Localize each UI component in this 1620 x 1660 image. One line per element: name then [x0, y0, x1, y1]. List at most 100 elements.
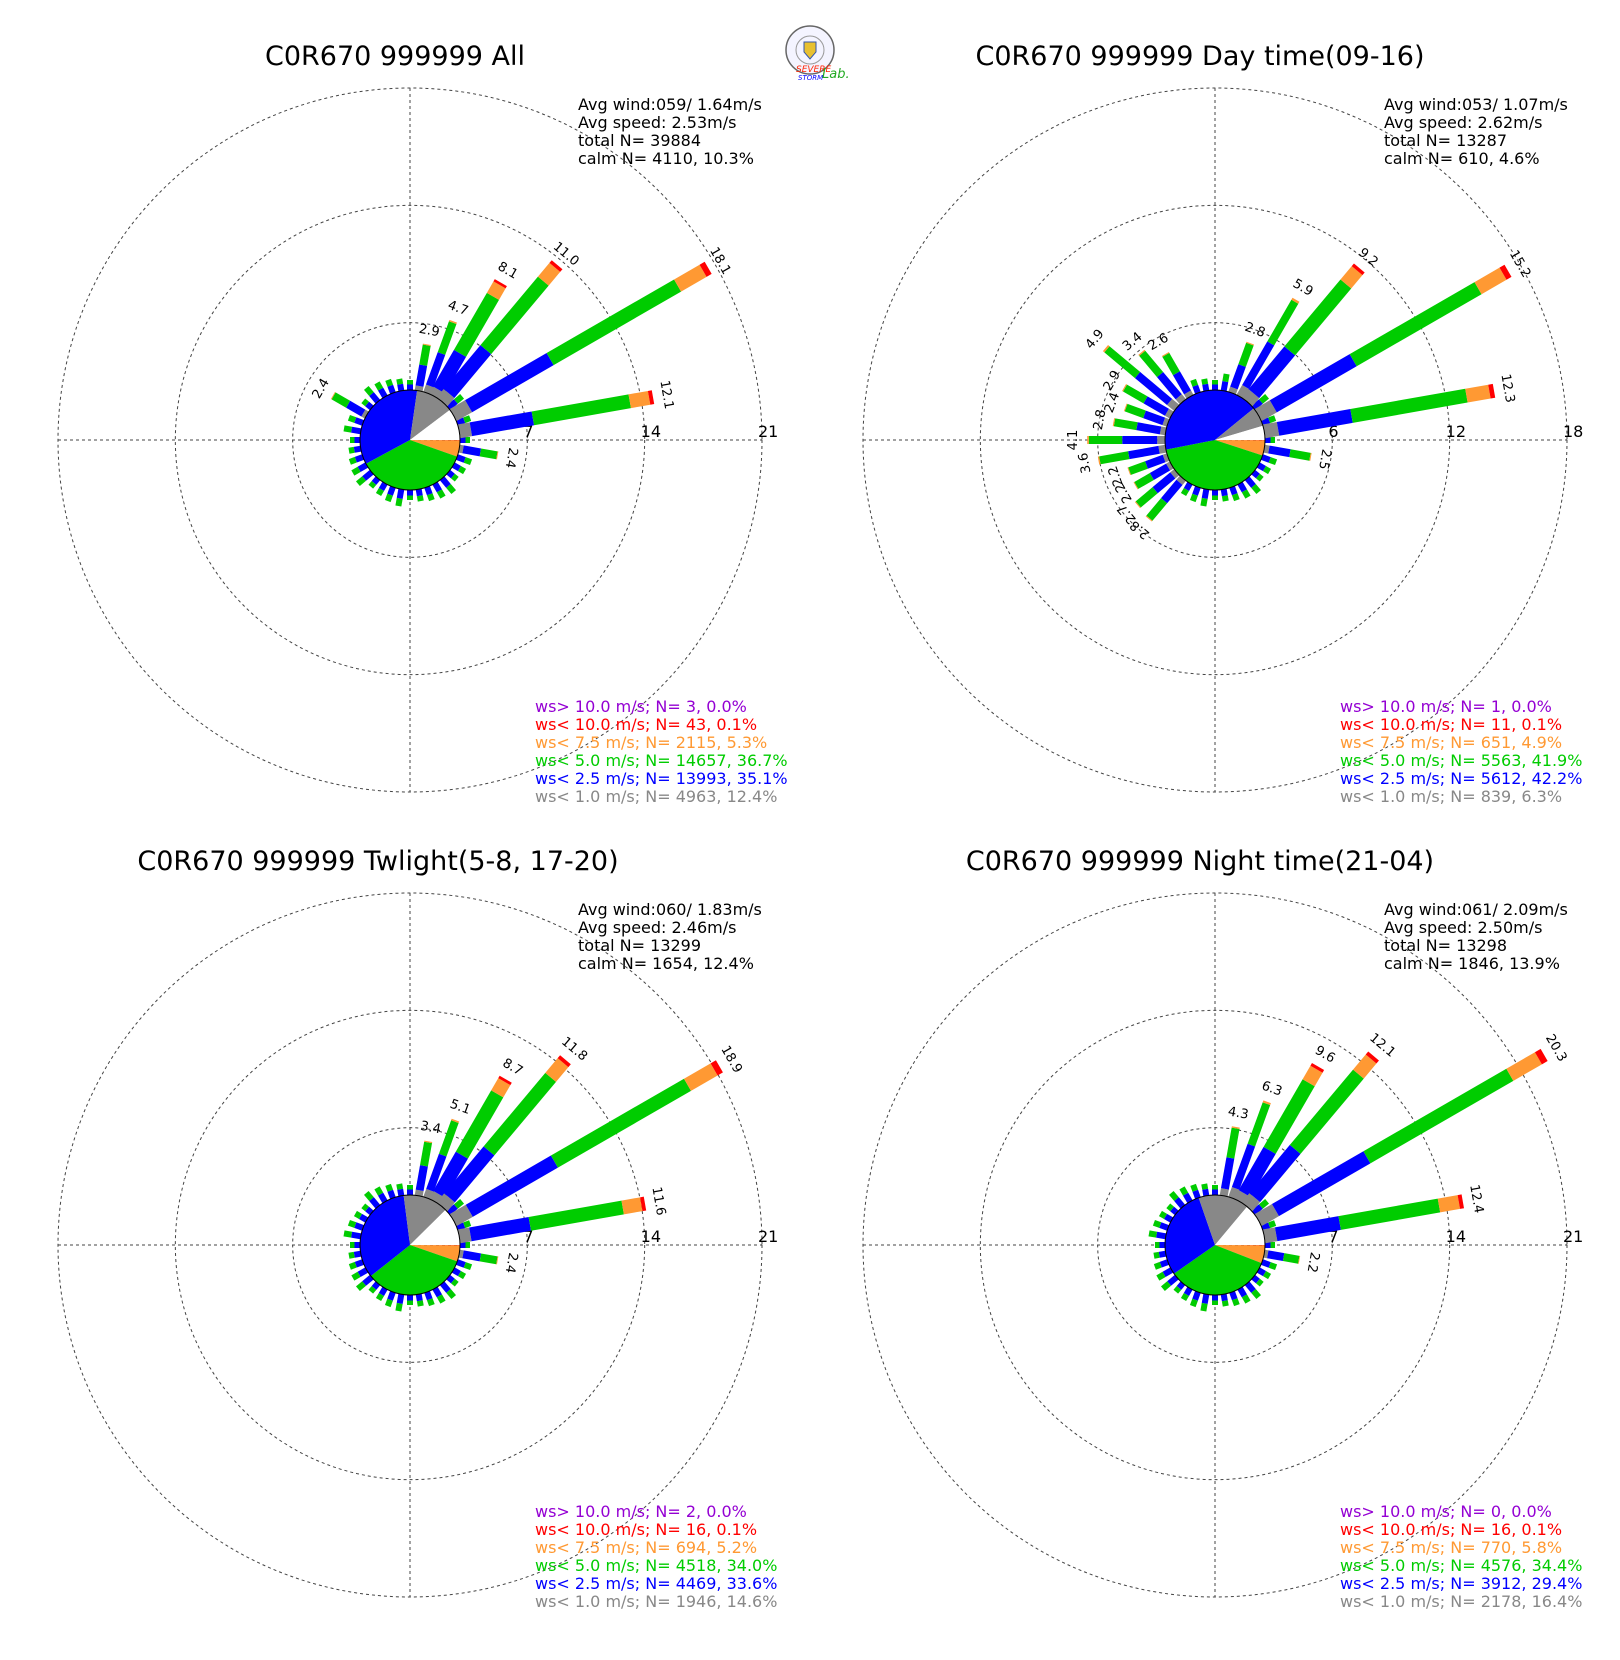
minor-bar-inner: [446, 1274, 455, 1284]
wind-bar-segment: [1228, 1187, 1240, 1200]
wind-bar-segment: [432, 349, 467, 394]
wind-bar-segment: [1136, 422, 1162, 435]
minor-bar-inner: [365, 1206, 374, 1216]
wind-bar-segment: [1263, 1079, 1315, 1154]
bar-value-label: 2.4: [502, 1251, 520, 1274]
wind-bar-segment: [1465, 384, 1491, 403]
wind-bar-segment: [1474, 267, 1507, 295]
wind-bar-segment: [1310, 1063, 1325, 1073]
wind-bar-segment: [1289, 1069, 1364, 1154]
panel-day-time: 6 12 18 C0R670 999999 Day time(09-16) Avg wi…: [862, 41, 1583, 806]
minor-bar-inner: [451, 462, 461, 472]
radial-tick-label: 14: [1446, 1227, 1466, 1246]
minor-bar-inner: [1192, 384, 1201, 395]
minor-bar-inner: [351, 426, 362, 435]
minor-bar-outer: [1158, 1210, 1168, 1220]
wind-bar-segment: [493, 279, 507, 289]
minor-bar-inner: [378, 1192, 388, 1204]
wind-bar-segment: [1238, 1146, 1276, 1198]
wind-bar-segment: [1128, 445, 1160, 460]
logo-text-storm: STORM: [798, 74, 823, 82]
wind-bar-segment: [479, 448, 498, 460]
radial-tick-label: 21: [1563, 1227, 1583, 1246]
lab-logo: SEVERE STORM Lab.: [785, 25, 850, 82]
wind-bar-segment: [1506, 1052, 1542, 1081]
wind-bar-segment: [426, 1153, 447, 1192]
stat-calm: calm N= 610, 4.6%: [1384, 149, 1540, 168]
wind-bar-segment: [1102, 345, 1110, 353]
legend-entry: ws< 5.0 m/s; N= 4576, 34.4%: [1340, 1556, 1582, 1575]
minor-bar-inner: [424, 485, 433, 496]
minor-bar-inner: [378, 387, 388, 399]
wind-bar-segment: [699, 261, 712, 277]
wind-bar-segment: [419, 344, 431, 366]
wind-bar-segment: [346, 400, 366, 417]
wind-bar-segment: [1220, 1157, 1235, 1190]
minor-bar-inner: [1162, 1267, 1174, 1277]
wind-bar-segment: [1284, 279, 1352, 356]
minor-bar-inner: [1244, 1281, 1256, 1293]
minor-bar-outer: [463, 457, 473, 466]
minor-bar-outer: [347, 414, 357, 423]
legend-entry: ws< 1.0 m/s; N= 1946, 14.6%: [535, 1592, 777, 1611]
wind-bar-segment: [465, 1155, 558, 1217]
minor-bar-outer: [1201, 1183, 1209, 1190]
radial-tick-label: 7: [1328, 1227, 1338, 1246]
stat-avg-wind: Avg wind:060/ 1.83m/s: [578, 900, 762, 919]
legend-entry: ws< 5.0 m/s; N= 4518, 34.0%: [535, 1556, 777, 1575]
chart-title: C0R670 999999 Night time(21-04): [966, 846, 1434, 877]
wind-bar-segment: [1242, 341, 1275, 390]
wind-bar-segment: [1236, 385, 1250, 399]
minor-bar-inner: [397, 383, 405, 392]
legend-entry: ws< 1.0 m/s; N= 2178, 16.4%: [1340, 1592, 1582, 1611]
stat-avg-speed: Avg speed: 2.46m/s: [578, 918, 736, 937]
wind-bar-segment: [1353, 1054, 1377, 1079]
stat-avg-wind: Avg wind:053/ 1.07m/s: [1384, 95, 1568, 114]
wind-bar-segment: [1247, 1102, 1271, 1147]
wind-bar-segment: [1365, 1051, 1379, 1064]
wind-bar-segment: [1238, 342, 1254, 367]
minor-bar-inner: [1201, 1293, 1210, 1304]
minor-bar-inner: [1164, 1213, 1174, 1223]
calm-pie-slice: [1215, 440, 1265, 456]
pie-outline: [1164, 1194, 1266, 1296]
minor-bar-inner: [1167, 1274, 1179, 1286]
minor-bar-outer: [355, 476, 367, 487]
wind-bar-segment: [1123, 384, 1148, 404]
minor-bar-inner: [1159, 1222, 1170, 1231]
wind-bar-segment: [1291, 297, 1300, 304]
stat-avg-speed: Avg speed: 2.53m/s: [578, 113, 736, 132]
legend-entry: ws< 10.0 m/s; N= 43, 0.1%: [535, 715, 757, 734]
wind-bar-segment: [1113, 418, 1138, 431]
bar-value-label: 3.6: [1076, 451, 1094, 474]
minor-bar-outer: [1231, 1298, 1240, 1307]
wind-bar-segment: [331, 392, 351, 408]
minor-bar-inner: [1260, 454, 1271, 463]
wind-bar-segment: [1268, 445, 1291, 458]
bar-value-label: 9.2: [1355, 245, 1380, 270]
radial-tick-label: 18: [1563, 422, 1583, 441]
wind-bar-segment: [1230, 364, 1246, 390]
bar-value-label: 2.4: [502, 446, 520, 469]
wind-bar-segment: [1149, 463, 1171, 480]
minor-bar-outer: [426, 493, 435, 502]
wind-bar-segment: [537, 262, 561, 286]
minor-bar-outer: [396, 1183, 404, 1190]
minor-bar-outer: [375, 1292, 385, 1302]
legend-entry: ws> 10.0 m/s; N= 3, 0.0%: [535, 697, 747, 716]
minor-bar-outer: [1251, 1288, 1262, 1300]
minor-bar-inner: [1192, 1290, 1201, 1301]
minor-bar-outer: [384, 493, 393, 503]
minor-bar-inner: [1183, 1192, 1193, 1204]
minor-bar-inner: [365, 401, 374, 411]
minor-bar-outer: [463, 415, 472, 424]
minor-bar-outer: [1153, 1261, 1162, 1270]
minor-bar-outer: [416, 495, 424, 502]
wind-bar-segment: [483, 1072, 557, 1156]
wind-bar-segment: [1351, 263, 1365, 276]
minor-bar-outer: [1258, 393, 1270, 404]
minor-bar-outer: [1152, 1219, 1162, 1228]
minor-bar-inner: [1260, 1259, 1271, 1268]
wind-bar-segment: [1146, 498, 1168, 521]
minor-bar-outer: [361, 1203, 369, 1212]
